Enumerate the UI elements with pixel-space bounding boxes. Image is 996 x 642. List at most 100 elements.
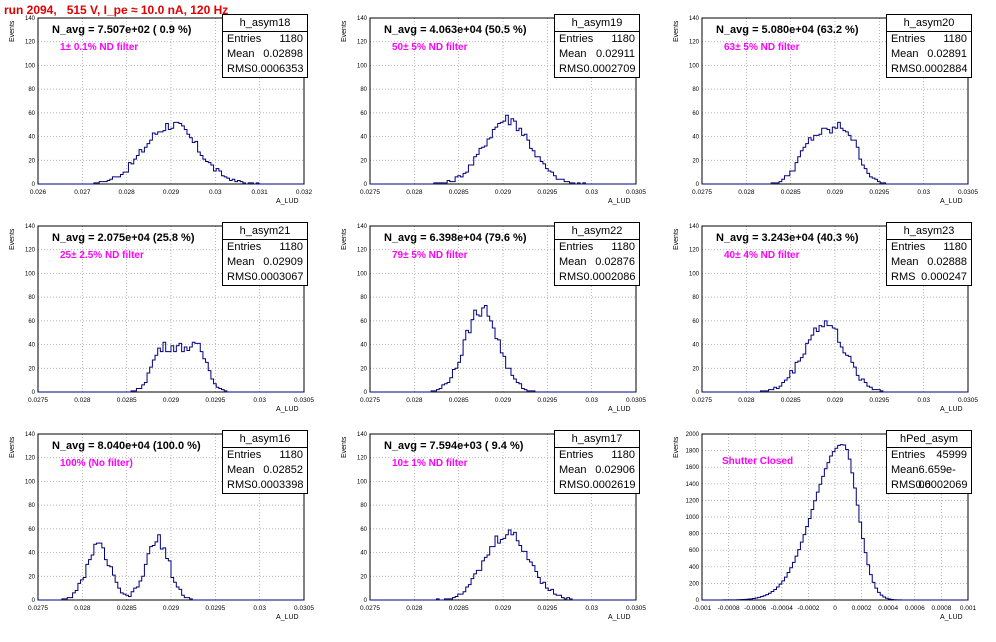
histogram-name: h_asym19 (555, 15, 639, 32)
stats-value: 1180 (943, 33, 967, 45)
x-tick-label: 0.029 (163, 605, 180, 612)
stats-value: 1180 (943, 241, 967, 253)
histogram-panel-h_asym21: 0.0275 0.028 0.0285 0.029 0.0295 0.03 0.0305 0 2… (0, 222, 332, 434)
y-tick-label: 2000 (686, 432, 700, 438)
stats-value: 6.659e-06 (918, 464, 956, 491)
y-tick-label: 60 (360, 111, 367, 117)
histogram-svg: 0.026 0.027 0.028 0.029 0.03 0.031 0.032 0 20 40 6… (25, 16, 313, 196)
y-axis-label: Events (341, 228, 348, 250)
x-tick-label: 0.028 (738, 397, 755, 404)
stats-box: h_asym18 Entries 1180 Mean 0.02898 RMS 0.00063… (222, 14, 308, 78)
y-tick-label: 1600 (686, 465, 700, 471)
x-tick-label: -0.0004 (771, 605, 793, 612)
stats-value: 0.02876 (595, 256, 635, 268)
y-tick-label: 80 (692, 295, 699, 301)
x-tick-label: 0.0285 (117, 605, 137, 612)
stats-value: 1180 (611, 449, 635, 461)
x-tick-label: 0.029 (495, 397, 512, 404)
y-tick-label: 1200 (686, 498, 700, 504)
histogram-svg: 0.0275 0.028 0.0285 0.029 0.0295 0.03 0.0305 0 2… (357, 16, 646, 196)
x-tick-label: 0 (833, 605, 837, 612)
histogram-panel-h_asym19: 0.0275 0.028 0.0285 0.029 0.0295 0.03 0.0305 0 2… (332, 14, 664, 226)
x-tick-label: -0.0008 (718, 605, 740, 612)
plot-frame (701, 17, 969, 185)
y-tick-label: 100 (357, 479, 368, 485)
x-tick-label: 0.0006 (905, 605, 925, 612)
stats-key: Mean (227, 48, 255, 60)
x-tick-label: 0.0285 (781, 189, 801, 196)
stats-row-entries: Entries 1180 (223, 32, 307, 47)
x-tick-label: 0.0305 (958, 189, 978, 196)
x-tick-label: 0.0275 (692, 189, 712, 196)
stats-key: Mean (559, 256, 587, 268)
y-axis-label: Events (341, 436, 348, 458)
y-tick-label: 100 (25, 271, 36, 277)
x-tick-label: 0.0285 (117, 397, 137, 404)
plot-frame (37, 433, 305, 601)
y-tick-label: 80 (28, 87, 35, 93)
x-axis-label: A_LUD (608, 614, 631, 621)
stats-value: 0.0002069 (915, 479, 968, 491)
x-tick-label: 0.0275 (360, 397, 380, 404)
stats-key: RMS (559, 479, 584, 491)
stats-row-mean: Mean 0.02852 (223, 463, 307, 478)
n-avg-label: N_avg = 4.063e+04 (50.5 %) (384, 24, 527, 36)
stats-key: Entries (559, 241, 594, 253)
x-tick-label: 0.029 (163, 397, 180, 404)
stats-value: 0.0002884 (915, 63, 968, 75)
y-tick-label: 0 (696, 182, 700, 188)
stats-key: Entries (227, 449, 262, 461)
x-tick-label: 0.03 (253, 605, 266, 612)
n-avg-label: N_avg = 6.398e+04 (79.6 %) (384, 232, 527, 244)
stats-row-rms: RMS 0.0002086 (555, 270, 639, 285)
stats-key: RMS (891, 271, 916, 283)
y-tick-label: 120 (357, 456, 368, 462)
n-avg-label: N_avg = 3.243e+04 (40.3 %) (716, 232, 859, 244)
stats-row-rms: RMS 0.0002069 (887, 478, 971, 493)
stats-value: 0.0002086 (583, 271, 636, 283)
plot-frame (369, 433, 637, 601)
stats-row-rms: RMS 0.0003067 (223, 270, 307, 285)
y-tick-label: 100 (689, 271, 700, 277)
x-tick-label: 0.03 (585, 605, 598, 612)
filter-label: 1± 0.1% ND filter (60, 42, 139, 53)
stats-key: Entries (559, 33, 594, 45)
y-tick-label: 0 (696, 598, 700, 604)
y-tick-label: 100 (25, 479, 36, 485)
stats-row-rms: RMS 0.0006353 (223, 62, 307, 77)
x-tick-label: -0.001 (693, 605, 712, 612)
stats-row-rms: RMS 0.0002709 (555, 62, 639, 77)
stats-key: Mean (227, 256, 255, 268)
y-tick-label: 140 (357, 432, 368, 438)
histogram-panel-hPed_asym: -0.001 -0.0008 -0.0006 -0.0004 -0.0002 0 0.000… (664, 430, 996, 642)
stats-row-entries: Entries 1180 (887, 32, 971, 47)
y-tick-label: 60 (28, 527, 35, 533)
y-tick-label: 120 (357, 248, 368, 254)
plot-frame (701, 433, 969, 601)
y-tick-label: 40 (360, 343, 367, 349)
y-tick-label: 140 (357, 16, 368, 22)
stats-box: h_asym23 Entries 1180 Mean 0.02888 RMS 0.00024… (886, 222, 972, 286)
x-tick-label: 0.0285 (781, 397, 801, 404)
y-tick-label: 140 (689, 224, 700, 230)
stats-row-entries: Entries 1180 (555, 240, 639, 255)
y-tick-label: 20 (28, 574, 35, 580)
x-tick-label: 0.032 (296, 189, 313, 196)
histogram-line (702, 444, 968, 601)
histogram-panel-h_asym23: 0.0275 0.028 0.0285 0.029 0.0295 0.03 0.0305 0 2… (664, 222, 996, 434)
x-axis-label: A_LUD (940, 198, 963, 205)
filter-label: 63± 5% ND filter (724, 42, 800, 53)
x-tick-label: 0.0305 (626, 605, 646, 612)
stats-value: 0.02888 (927, 256, 967, 268)
filter-label: 10± 1% ND filter (392, 458, 468, 469)
histogram-svg: 0.0275 0.028 0.0285 0.029 0.0295 0.03 0.0305 0 2… (25, 432, 314, 612)
stats-key: RMS (891, 479, 916, 491)
stats-row-entries: Entries 1180 (555, 32, 639, 47)
y-tick-label: 40 (360, 551, 367, 557)
histogram-grid: 0.026 0.027 0.028 0.029 0.03 0.031 0.032 0 20 40 6… (0, 14, 996, 621)
x-tick-label: 0.0275 (360, 605, 380, 612)
histogram-name: h_asym16 (223, 431, 307, 448)
y-tick-label: 40 (692, 343, 699, 349)
x-tick-label: 0.0295 (537, 605, 557, 612)
stats-row-rms: RMS 0.0002619 (555, 478, 639, 493)
